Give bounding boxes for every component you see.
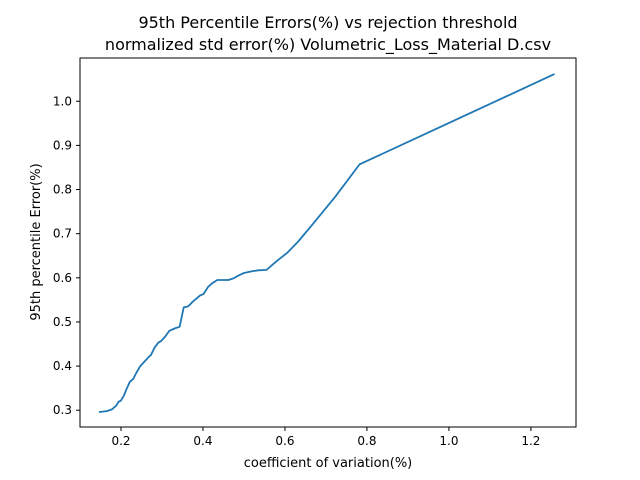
x-axis-label: coefficient of variation(%) bbox=[244, 456, 413, 471]
y-tick-label: 0.4 bbox=[53, 359, 72, 373]
x-tick-label: 1.2 bbox=[521, 434, 540, 448]
series-line bbox=[98, 73, 555, 413]
x-tick-label: 0.6 bbox=[275, 434, 294, 448]
x-tick-label: 0.8 bbox=[357, 434, 376, 448]
x-tick-label: 1.0 bbox=[439, 434, 458, 448]
y-tick-label: 0.3 bbox=[53, 403, 72, 417]
chart-title-line-2: normalized std error(%) Volumetric_Loss_… bbox=[105, 35, 551, 55]
x-tick-label: 0.2 bbox=[111, 434, 130, 448]
y-tick-label: 0.7 bbox=[53, 227, 72, 241]
series-layer bbox=[98, 73, 555, 413]
chart-title-line-1: 95th Percentile Errors(%) vs rejection t… bbox=[138, 13, 517, 32]
x-tick-label: 0.4 bbox=[193, 434, 212, 448]
y-tick-label: 0.5 bbox=[53, 315, 72, 329]
x-axis-ticks: 0.2 0.4 0.6 0.8 1.0 1.2 bbox=[111, 427, 540, 448]
y-axis-label: 95th percentile Error(%) bbox=[29, 163, 44, 320]
y-tick-label: 0.9 bbox=[53, 138, 72, 152]
y-tick-label: 0.6 bbox=[53, 271, 72, 285]
y-axis-ticks: 0.3 0.4 0.5 0.6 0.7 0.8 0.9 1.0 bbox=[53, 94, 80, 417]
y-tick-label: 1.0 bbox=[53, 94, 72, 108]
plot-area-frame bbox=[79, 57, 577, 428]
y-tick-label: 0.8 bbox=[53, 183, 72, 197]
